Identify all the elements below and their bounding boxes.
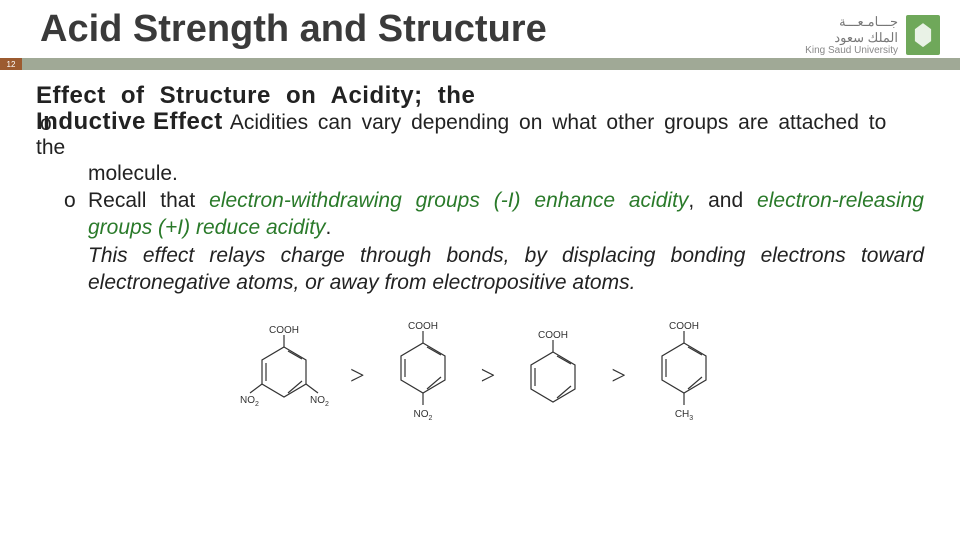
- overlap-line: o Inductive Effect Acidities can vary de…: [36, 109, 924, 158]
- mid-text: , and: [688, 189, 757, 212]
- molecule-toluic: COOH CH3: [644, 317, 724, 435]
- logo-arabic-2: الملك سعود: [805, 30, 898, 46]
- green-phrase-1: electron-withdrawing groups (-I) enhance…: [209, 189, 688, 212]
- slide-number: 12: [0, 58, 22, 70]
- effect-paragraph: This effect relays charge through bonds,…: [88, 243, 924, 297]
- svg-text:NO2: NO2: [413, 409, 432, 422]
- molecule-dinitro: COOH NO2 NO2: [236, 321, 332, 431]
- svg-text:COOH: COOH: [669, 321, 699, 332]
- gt-3: >: [611, 361, 626, 391]
- molecule-nitro: COOH NO2: [383, 317, 463, 435]
- page-title: Acid Strength and Structure: [40, 8, 547, 52]
- subtitle-continued: o Inductive Effect: [36, 108, 230, 135]
- bullet-marker: o: [64, 188, 88, 298]
- svg-text:COOH: COOH: [269, 325, 299, 336]
- content-area: Effect of Structure on Acidity; the o In…: [0, 70, 960, 435]
- section-subtitle: Effect of Structure on Acidity; the: [36, 80, 924, 111]
- gt-2: >: [481, 361, 496, 391]
- logo-emblem-icon: [906, 15, 940, 55]
- svg-text:COOH: COOH: [538, 330, 568, 341]
- molecule-benzoic: COOH: [513, 326, 593, 426]
- svg-text:CH3: CH3: [675, 409, 693, 422]
- logo-arabic-1: جـــامـعـــة: [805, 14, 898, 30]
- bullet-1-cont: molecule.: [64, 161, 924, 188]
- acidity-diagram: COOH NO2 NO2 > COOH NO2 >: [36, 317, 924, 435]
- dot: .: [326, 216, 332, 239]
- svg-text:NO2: NO2: [310, 395, 329, 408]
- recall-prefix: Recall that: [88, 189, 209, 212]
- gt-1: >: [350, 361, 365, 391]
- university-logo: جـــامـعـــة الملك سعود King Saud Univer…: [805, 14, 940, 56]
- divider-fill: [22, 58, 960, 70]
- svg-text:COOH: COOH: [408, 321, 438, 332]
- bullet-2: o Recall that electron-withdrawing group…: [64, 188, 924, 298]
- divider-bar: 12: [0, 58, 960, 70]
- logo-english: King Saud University: [805, 45, 898, 56]
- svg-text:NO2: NO2: [240, 395, 259, 408]
